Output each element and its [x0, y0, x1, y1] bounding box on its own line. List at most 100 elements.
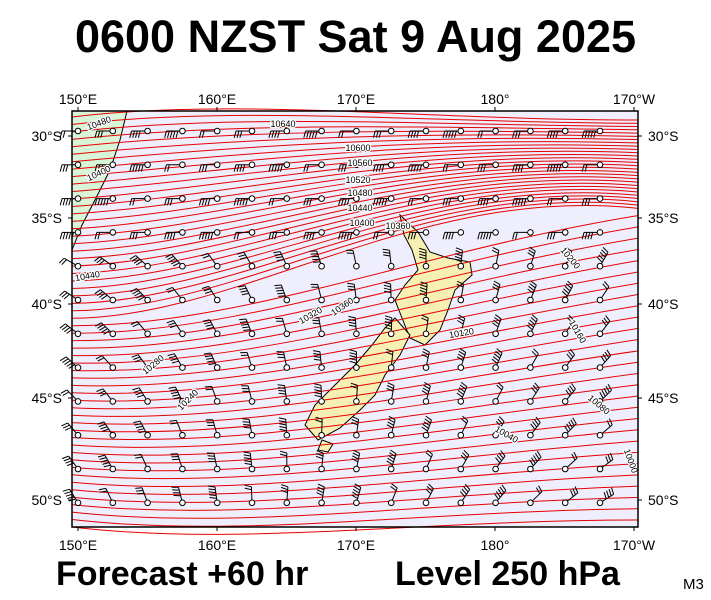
wind-barb	[233, 195, 256, 206]
wind-barb	[276, 351, 291, 371]
top-lon-label-170w: 170°W	[613, 91, 656, 107]
wind-barb	[527, 382, 540, 405]
right-lat-label-50s: 50°S	[648, 492, 679, 508]
contour-line	[71, 126, 639, 140]
wind-barb	[407, 195, 430, 206]
wind-barb	[491, 246, 500, 270]
wind-barb	[338, 127, 360, 138]
wind-barb	[59, 127, 82, 138]
wind-barb	[382, 248, 395, 270]
contour-line	[71, 134, 639, 155]
contour-line	[71, 169, 639, 237]
wind-barb	[383, 281, 395, 304]
wind-barb	[268, 161, 291, 172]
wind-barb	[315, 416, 325, 439]
wind-barb	[546, 161, 569, 172]
wind-barb	[407, 229, 430, 240]
wind-barb	[98, 487, 117, 507]
wind-barb	[348, 316, 360, 338]
wind-barb	[94, 195, 117, 206]
wind-barb	[386, 415, 396, 439]
contour-label: 10360	[385, 221, 410, 231]
contour-line	[71, 150, 639, 192]
wind-barb	[407, 127, 430, 138]
left-lat-label-45s: 45°S	[31, 390, 62, 406]
wind-barb	[457, 415, 469, 439]
contour-line	[71, 485, 639, 511]
wind-barb	[546, 127, 569, 138]
wind-barb	[59, 161, 82, 172]
wind-barb	[386, 449, 397, 473]
wind-barb	[347, 282, 360, 304]
right-lat-label-30s: 30°S	[648, 128, 679, 144]
top-lon-label-160e: 160°E	[198, 91, 236, 107]
contour-line	[71, 497, 639, 519]
contour-label: 10480	[347, 188, 372, 198]
wind-barb	[134, 453, 151, 473]
wind-barb	[94, 161, 117, 172]
wind-barb	[206, 452, 221, 473]
wind-barb	[372, 229, 395, 240]
contour-line	[71, 182, 639, 267]
contour-line	[71, 440, 639, 480]
wind-barb	[198, 229, 221, 240]
right-lat-labels: 30°S 35°S 40°S 45°S 50°S	[648, 128, 679, 508]
wind-barb	[456, 381, 468, 405]
wind-barb	[94, 256, 117, 270]
contour-line	[71, 384, 639, 441]
wind-barb	[240, 351, 256, 371]
bottom-lon-label-170w: 170°W	[613, 537, 656, 553]
contour-line	[71, 141, 639, 170]
contour-line	[71, 192, 639, 289]
contour-label: 10600	[345, 143, 370, 153]
wind-barb	[596, 247, 609, 270]
wind-barb	[527, 485, 543, 507]
wind-barb	[561, 417, 577, 439]
wind-barb	[129, 255, 151, 270]
wind-barb	[527, 348, 539, 371]
wind-barb	[135, 487, 151, 507]
wind-barb	[492, 314, 502, 338]
wind-barb	[454, 247, 465, 270]
wind-barb	[387, 483, 398, 507]
wind-barb	[164, 195, 186, 206]
wind-barb	[129, 127, 151, 138]
wind-barb	[130, 288, 151, 304]
left-lat-label-40s: 40°S	[31, 296, 62, 312]
contour-line	[71, 327, 639, 402]
wind-barb	[165, 253, 186, 270]
contour-line	[71, 226, 639, 334]
wind-barb	[596, 315, 611, 338]
wind-barb	[201, 285, 221, 304]
top-lon-label-150e: 150°E	[59, 91, 97, 107]
wind-barb	[512, 195, 534, 206]
stewart-island-land	[317, 439, 334, 453]
wind-barb	[201, 252, 221, 270]
contour-line	[71, 144, 639, 178]
wind-barb	[561, 348, 576, 371]
wind-barb	[351, 449, 361, 473]
wind-barb	[372, 161, 395, 172]
left-lat-label-35s: 35°S	[31, 210, 62, 226]
wind-barb	[233, 127, 256, 138]
wind-barb	[97, 421, 117, 439]
wind-barb	[303, 229, 325, 240]
wind-barb	[492, 450, 506, 473]
wind-barb	[238, 285, 256, 304]
bottom-lon-label-150e: 150°E	[59, 537, 97, 553]
wind-barb	[59, 195, 82, 206]
wind-barb	[198, 195, 221, 206]
right-lat-label-35s: 35°S	[648, 210, 679, 226]
wind-barb	[596, 487, 615, 507]
wind-barb	[442, 161, 465, 172]
contour-line	[71, 508, 639, 527]
contour-line	[71, 237, 639, 342]
forecast-label: Forecast +60 hr	[56, 555, 309, 593]
wind-barb	[512, 161, 534, 172]
wind-barb	[338, 161, 360, 172]
wind-barb	[561, 383, 576, 405]
contour-line	[71, 474, 639, 503]
wind-barb	[349, 349, 360, 371]
contour-line	[71, 451, 639, 488]
